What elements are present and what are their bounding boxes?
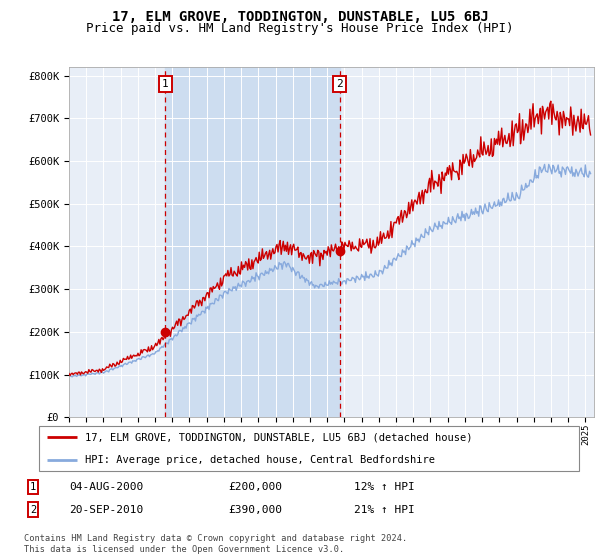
- FancyBboxPatch shape: [39, 426, 579, 471]
- Text: 17, ELM GROVE, TODDINGTON, DUNSTABLE, LU5 6BJ: 17, ELM GROVE, TODDINGTON, DUNSTABLE, LU…: [112, 10, 488, 24]
- Text: 04-AUG-2000: 04-AUG-2000: [69, 482, 143, 492]
- Text: 21% ↑ HPI: 21% ↑ HPI: [354, 505, 415, 515]
- Text: 12% ↑ HPI: 12% ↑ HPI: [354, 482, 415, 492]
- Text: £200,000: £200,000: [228, 482, 282, 492]
- Text: 1: 1: [30, 482, 36, 492]
- Text: Price paid vs. HM Land Registry's House Price Index (HPI): Price paid vs. HM Land Registry's House …: [86, 22, 514, 35]
- Text: 2: 2: [30, 505, 36, 515]
- Text: 1: 1: [161, 80, 169, 89]
- Bar: [165, 67, 340, 417]
- Text: Contains HM Land Registry data © Crown copyright and database right 2024.
This d: Contains HM Land Registry data © Crown c…: [24, 534, 407, 554]
- Text: 2: 2: [336, 80, 343, 89]
- Text: HPI: Average price, detached house, Central Bedfordshire: HPI: Average price, detached house, Cent…: [85, 455, 435, 465]
- Text: 17, ELM GROVE, TODDINGTON, DUNSTABLE, LU5 6BJ (detached house): 17, ELM GROVE, TODDINGTON, DUNSTABLE, LU…: [85, 432, 473, 442]
- Text: 20-SEP-2010: 20-SEP-2010: [69, 505, 143, 515]
- Text: £390,000: £390,000: [228, 505, 282, 515]
